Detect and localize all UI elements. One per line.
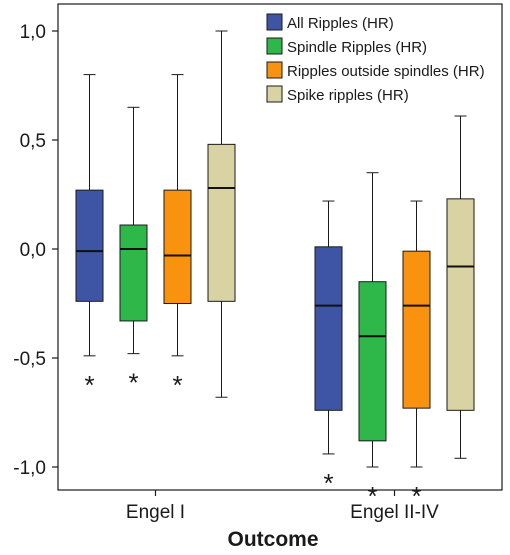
box-iqr [119, 224, 148, 322]
x-tick-label: Engel I [126, 502, 185, 523]
y-tick-label: 1,0 [20, 22, 46, 43]
box-iqr [314, 246, 343, 411]
box-iqr [402, 250, 431, 409]
x-tick-label: Engel II-IV [350, 502, 439, 523]
box-iqr [163, 189, 192, 304]
legend-label: Spike ripples (HR) [287, 87, 409, 104]
y-tick-label: 0,5 [20, 131, 46, 152]
legend-swatch [266, 85, 283, 103]
box-iqr [75, 189, 104, 302]
significance-star: * [323, 468, 333, 498]
box-1-2: * [402, 200, 431, 511]
box-0-3 [207, 30, 236, 398]
box-0-2: * [163, 74, 192, 400]
box-iqr [207, 143, 236, 302]
legend-label: All Ripples (HR) [287, 15, 394, 32]
x-axis-title: Outcome [227, 528, 318, 551]
y-tick-label: -0,5 [13, 349, 46, 370]
plot-frame [57, 3, 503, 491]
legend-label: Ripples outside spindles (HR) [287, 63, 485, 80]
legend-label: Spindle Ripples (HR) [287, 39, 427, 56]
box-iqr [358, 281, 387, 442]
legend-swatch [266, 37, 283, 55]
significance-star: * [411, 481, 421, 511]
legend: All Ripples (HR) Spindle Ripples (HR) Ripp… [261, 8, 497, 108]
significance-star: * [367, 481, 377, 511]
legend-bg [261, 8, 497, 108]
significance-star: * [128, 368, 138, 398]
significance-star: * [84, 370, 94, 400]
box-0-1: * [119, 106, 148, 398]
y-tick-label: 0,0 [20, 240, 46, 261]
legend-swatch [266, 13, 283, 31]
legend-swatch [266, 61, 283, 79]
box-iqr [446, 198, 475, 411]
significance-star: * [172, 370, 182, 400]
box-0-0: * [75, 74, 104, 400]
y-tick-label: -1,0 [13, 458, 46, 479]
box-1-1: * [358, 172, 387, 511]
box-1-0: * [314, 200, 343, 498]
box-1-3 [446, 115, 475, 459]
